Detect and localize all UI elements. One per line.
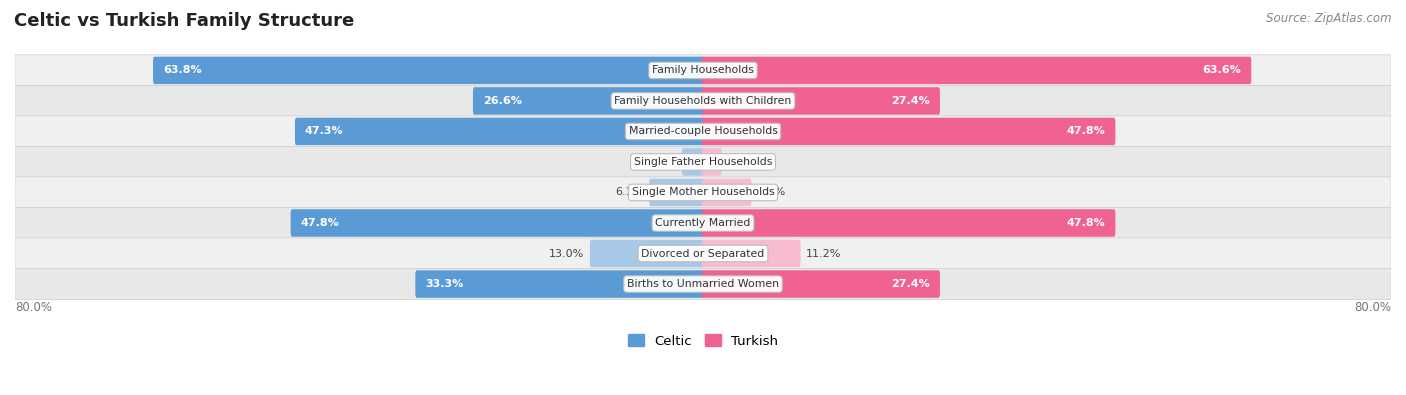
- Text: 63.8%: 63.8%: [163, 66, 201, 75]
- FancyBboxPatch shape: [15, 55, 1391, 86]
- Legend: Celtic, Turkish: Celtic, Turkish: [623, 329, 783, 353]
- Text: 27.4%: 27.4%: [891, 279, 929, 289]
- Text: Divorced or Separated: Divorced or Separated: [641, 248, 765, 258]
- FancyBboxPatch shape: [15, 85, 1391, 117]
- Text: 5.5%: 5.5%: [758, 188, 786, 198]
- Text: 2.3%: 2.3%: [648, 157, 676, 167]
- Text: 80.0%: 80.0%: [1354, 301, 1391, 314]
- FancyBboxPatch shape: [153, 56, 704, 84]
- Text: Celtic vs Turkish Family Structure: Celtic vs Turkish Family Structure: [14, 12, 354, 30]
- Text: 11.2%: 11.2%: [806, 248, 842, 258]
- FancyBboxPatch shape: [15, 207, 1391, 239]
- FancyBboxPatch shape: [15, 177, 1391, 208]
- Text: 13.0%: 13.0%: [550, 248, 585, 258]
- FancyBboxPatch shape: [702, 179, 752, 206]
- FancyBboxPatch shape: [702, 56, 1251, 84]
- Text: 2.0%: 2.0%: [727, 157, 755, 167]
- FancyBboxPatch shape: [682, 148, 704, 176]
- FancyBboxPatch shape: [15, 269, 1391, 300]
- FancyBboxPatch shape: [702, 148, 721, 176]
- FancyBboxPatch shape: [295, 118, 704, 145]
- Text: 33.3%: 33.3%: [425, 279, 464, 289]
- Text: Currently Married: Currently Married: [655, 218, 751, 228]
- FancyBboxPatch shape: [702, 240, 800, 267]
- FancyBboxPatch shape: [702, 270, 941, 298]
- Text: Births to Unmarried Women: Births to Unmarried Women: [627, 279, 779, 289]
- Text: 80.0%: 80.0%: [15, 301, 52, 314]
- FancyBboxPatch shape: [415, 270, 704, 298]
- Text: 26.6%: 26.6%: [482, 96, 522, 106]
- Text: 6.1%: 6.1%: [616, 188, 644, 198]
- Text: 47.3%: 47.3%: [305, 126, 343, 136]
- FancyBboxPatch shape: [702, 87, 941, 115]
- Text: 47.8%: 47.8%: [301, 218, 339, 228]
- Text: 47.8%: 47.8%: [1067, 126, 1105, 136]
- FancyBboxPatch shape: [15, 238, 1391, 269]
- FancyBboxPatch shape: [591, 240, 704, 267]
- Text: 47.8%: 47.8%: [1067, 218, 1105, 228]
- Text: Married-couple Households: Married-couple Households: [628, 126, 778, 136]
- FancyBboxPatch shape: [15, 147, 1391, 177]
- FancyBboxPatch shape: [472, 87, 704, 115]
- FancyBboxPatch shape: [15, 116, 1391, 147]
- Text: Single Mother Households: Single Mother Households: [631, 188, 775, 198]
- Text: 27.4%: 27.4%: [891, 96, 929, 106]
- Text: Single Father Households: Single Father Households: [634, 157, 772, 167]
- Text: Family Households with Children: Family Households with Children: [614, 96, 792, 106]
- Text: 63.6%: 63.6%: [1202, 66, 1241, 75]
- Text: Source: ZipAtlas.com: Source: ZipAtlas.com: [1267, 12, 1392, 25]
- Text: Family Households: Family Households: [652, 66, 754, 75]
- FancyBboxPatch shape: [291, 209, 704, 237]
- FancyBboxPatch shape: [702, 209, 1115, 237]
- FancyBboxPatch shape: [650, 179, 704, 206]
- FancyBboxPatch shape: [702, 118, 1115, 145]
